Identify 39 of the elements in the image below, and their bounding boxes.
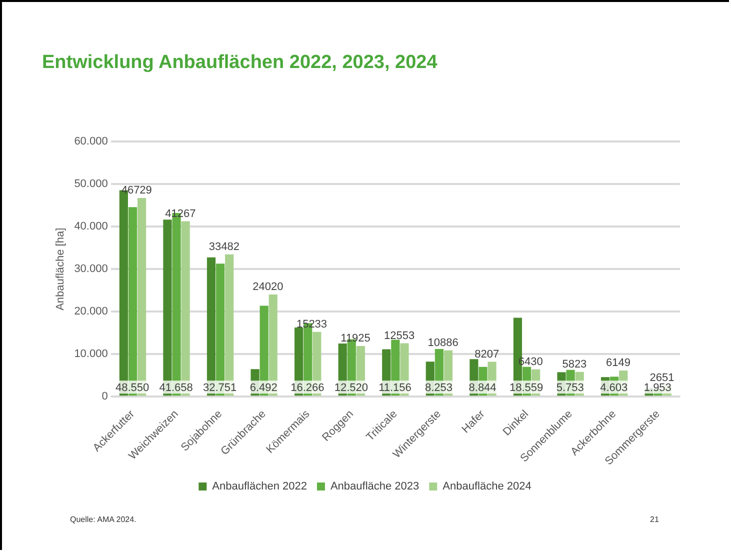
legend-label: Anbaufläche 2023 <box>330 480 420 493</box>
data-label: 24020 <box>252 281 284 294</box>
data-label: 6149 <box>606 357 630 370</box>
data-label: 8207 <box>474 348 500 360</box>
y-tick-label: 50.000 <box>74 178 108 190</box>
data-label: 48.550 <box>115 382 150 394</box>
y-tick-label: 10.000 <box>74 348 108 360</box>
data-label: 10886 <box>428 336 458 349</box>
text: 21 <box>650 515 659 524</box>
chart-title: Entwicklung Anbauflächen 2022, 2023, 2024 <box>42 52 438 74</box>
data-label: 1.953 <box>644 382 672 394</box>
y-tick-label: 0 <box>102 390 108 403</box>
data-label: 8.844 <box>468 382 496 394</box>
data-label: 2651 <box>650 372 674 384</box>
y-tick-label: 40.000 <box>74 220 108 233</box>
y-tick-label: 20.000 <box>74 306 108 318</box>
data-label: 41267 <box>165 208 196 220</box>
data-label: 8.253 <box>424 382 453 394</box>
legend-label: Anbaufläche 2024 <box>442 480 532 493</box>
source-note: Quelle: AMA 2024. <box>70 515 136 524</box>
data-label: 41.658 <box>159 382 193 394</box>
data-label: 6.492 <box>250 382 278 394</box>
data-label: 46729 <box>121 184 152 197</box>
data-label: 4.603 <box>600 382 628 394</box>
y-tick-label: 60.000 <box>74 136 108 148</box>
data-label: 11925 <box>340 332 370 344</box>
data-label: 33482 <box>208 240 240 253</box>
data-label: 5.753 <box>556 382 584 394</box>
data-label: 11.156 <box>378 382 412 394</box>
data-label: 12.520 <box>334 382 368 394</box>
data-label: 16.266 <box>290 382 324 394</box>
data-label: 32.751 <box>203 382 237 394</box>
data-label: 18.559 <box>509 382 544 394</box>
y-axis-title: Anbaufläche [ha] <box>54 228 67 310</box>
data-label: 5823 <box>562 358 587 370</box>
legend-label: Anbauflächen 2022 <box>212 480 307 493</box>
y-tick-label: 30.000 <box>74 263 108 276</box>
data-label: 15233 <box>296 318 328 330</box>
data-label: 12553 <box>384 330 415 342</box>
